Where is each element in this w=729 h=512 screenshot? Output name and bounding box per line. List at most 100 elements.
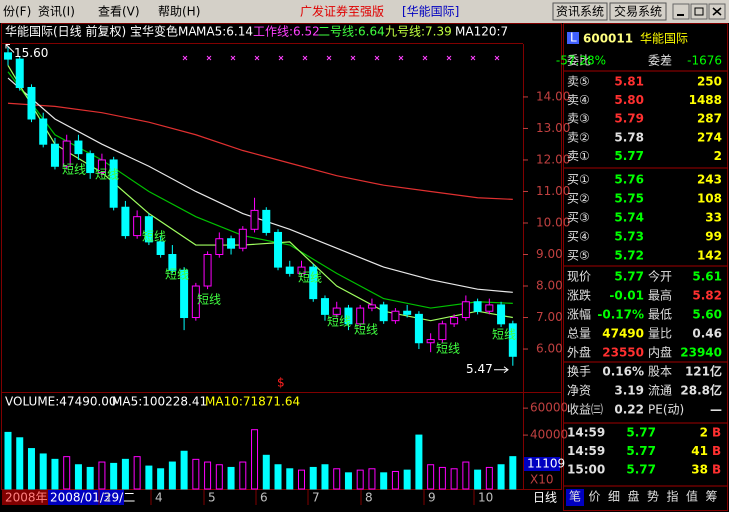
tab[interactable]: 指 bbox=[666, 489, 678, 504]
signal-marker bbox=[350, 55, 356, 61]
volume-bar bbox=[356, 469, 364, 490]
tick-volume: 2 bbox=[700, 426, 708, 440]
volume-bar bbox=[16, 437, 24, 490]
tick-time: 14:59 bbox=[567, 444, 605, 458]
stat-value: 5.61 bbox=[692, 270, 722, 284]
legend-entry: MA5:6.14 bbox=[196, 25, 253, 39]
restore-icon bbox=[694, 7, 704, 16]
stat-value: 0.16% bbox=[602, 365, 644, 379]
tab[interactable]: 细 bbox=[608, 490, 620, 504]
annotation-arrow bbox=[494, 366, 509, 374]
bid-volume: 108 bbox=[697, 192, 722, 206]
x-tick-label: 3 bbox=[103, 491, 111, 505]
legend-entry: 工作线:6.52 bbox=[253, 25, 320, 39]
menu-button-label: 交易系统 bbox=[614, 4, 662, 19]
volume-bar bbox=[333, 468, 341, 490]
tab[interactable]: 筹 bbox=[705, 490, 717, 504]
order-ratio: 委差 bbox=[648, 54, 672, 68]
ma-line bbox=[7, 102, 513, 200]
ask-label: 卖① bbox=[567, 149, 590, 163]
tick-price: 5.77 bbox=[626, 426, 656, 440]
volume-bar bbox=[204, 461, 212, 490]
volume-bar bbox=[438, 466, 446, 490]
short-line-label: 短线 bbox=[354, 323, 378, 337]
ask-label: 卖② bbox=[567, 130, 590, 144]
y-tick-label: 6.00 bbox=[536, 342, 563, 356]
candle-body bbox=[379, 304, 388, 322]
volume-bar bbox=[145, 465, 153, 490]
volume-bar bbox=[368, 468, 376, 490]
x-tick-label: 6 bbox=[260, 491, 268, 505]
stat-value: 28.8亿 bbox=[680, 383, 722, 398]
order-ratio: -1676 bbox=[687, 54, 722, 68]
y-tick-label: 10.00 bbox=[536, 215, 570, 229]
cursor-value: 11109 bbox=[527, 457, 565, 471]
restore-button[interactable] bbox=[690, 3, 708, 20]
candle-body bbox=[97, 159, 106, 174]
y-tick-label: 13.00 bbox=[536, 121, 570, 135]
volume-bar bbox=[427, 464, 435, 490]
stat-label: 收益㈢ bbox=[567, 403, 603, 417]
bid-volume: 243 bbox=[697, 173, 722, 187]
candle-body bbox=[227, 238, 236, 249]
candle-body bbox=[86, 153, 95, 174]
year-label: 2008年 bbox=[5, 491, 48, 505]
stat-value: 3.19 bbox=[614, 384, 644, 398]
tick-time: 14:59 bbox=[567, 426, 605, 440]
stat-label: 外盘 bbox=[567, 345, 591, 360]
menu-item: 查看(V) bbox=[98, 5, 140, 19]
stat-label: 现价 bbox=[567, 270, 591, 284]
volume-title: VOLUME:47490.00 bbox=[5, 395, 117, 409]
volume-bar bbox=[133, 456, 141, 490]
cursor-box bbox=[524, 457, 560, 471]
menu-button[interactable] bbox=[609, 2, 667, 21]
y-tick-label: 14.00 bbox=[536, 89, 570, 103]
volume-bar bbox=[298, 469, 305, 490]
x-tick-label: 10 bbox=[478, 491, 493, 505]
candle-body bbox=[39, 118, 48, 145]
menu-button[interactable] bbox=[552, 2, 608, 21]
stat-label: 最高 bbox=[648, 288, 672, 303]
bid-price: 5.74 bbox=[614, 211, 644, 225]
legend-entry: 二号线:6.64 bbox=[318, 25, 385, 39]
stat-value: 5.82 bbox=[692, 289, 722, 303]
volume-bar bbox=[380, 472, 388, 490]
volume-bar bbox=[251, 429, 259, 490]
signal-marker bbox=[206, 55, 212, 61]
candle-body bbox=[297, 266, 306, 274]
volume-bar bbox=[485, 466, 493, 490]
tab[interactable]: 盘 bbox=[627, 489, 639, 504]
tab[interactable]: 势 bbox=[647, 490, 659, 504]
x-tick-label: 8 bbox=[365, 491, 373, 505]
menu-item: 资讯(I) bbox=[38, 5, 75, 19]
stat-value: 5.77 bbox=[614, 270, 644, 284]
candle-body bbox=[203, 253, 212, 287]
ask-volume: 1488 bbox=[689, 93, 722, 107]
stat-label: 涨跌 bbox=[567, 288, 591, 303]
bid-volume: 99 bbox=[705, 230, 722, 244]
signal-marker bbox=[278, 55, 284, 61]
bid-price: 5.73 bbox=[614, 230, 644, 244]
tab[interactable]: 值 bbox=[686, 489, 698, 504]
candle-body bbox=[262, 209, 271, 233]
bid-label: 买⑤ bbox=[567, 249, 590, 263]
menu-button-label: 资讯系统 bbox=[556, 5, 604, 19]
volume-bar bbox=[462, 461, 470, 490]
volume-bar bbox=[121, 458, 129, 490]
menu-item: 份(F) bbox=[3, 5, 31, 19]
volume-bar bbox=[286, 468, 294, 490]
app-stock: [华能国际] bbox=[402, 5, 459, 19]
volume-bar bbox=[74, 464, 82, 490]
tab[interactable]: 笔 bbox=[569, 489, 581, 504]
ask-label: 卖③ bbox=[567, 112, 590, 126]
candle-body bbox=[497, 304, 506, 325]
y-tick-label: 12.00 bbox=[536, 152, 570, 166]
tab[interactable]: 价 bbox=[588, 490, 600, 504]
minimize-button[interactable] bbox=[672, 3, 690, 20]
short-line-label: 短线 bbox=[197, 293, 221, 307]
bid-label: 买④ bbox=[567, 230, 590, 244]
x-tick-label: 5 bbox=[208, 491, 216, 505]
tick-volume: 41 bbox=[691, 444, 708, 458]
